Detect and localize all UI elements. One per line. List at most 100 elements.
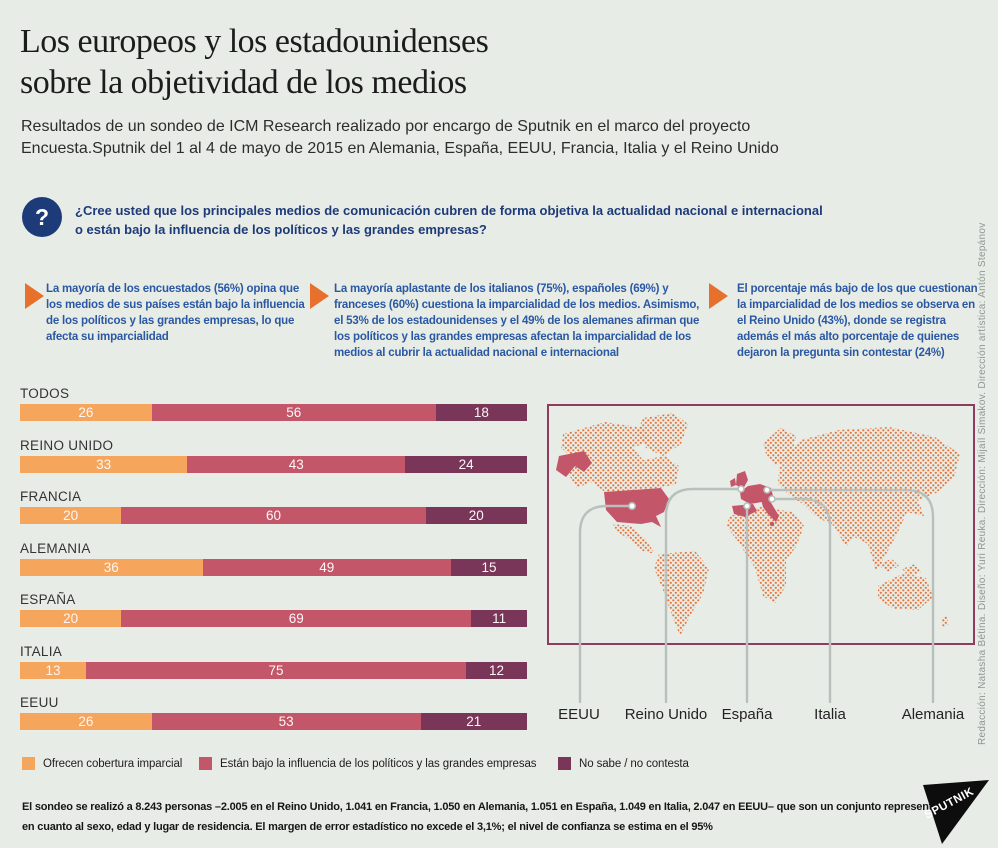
bar-segment: 26: [20, 404, 152, 421]
category-label: REINO UNIDO: [20, 438, 114, 453]
legend-item-imparcial: Ofrecen cobertura imparcial: [22, 757, 182, 770]
callout-dot-usa: [628, 502, 637, 511]
category-label: ITALIA: [20, 644, 63, 659]
legend-item-nosabe: No sabe / no contesta: [558, 757, 689, 770]
map-north-america: [561, 422, 679, 492]
highlight-text-1: La mayoría de los encuestados (56%) opin…: [46, 283, 305, 344]
chart-row: ITALIA 13 75 12: [20, 644, 527, 679]
bar-segment: 69: [121, 610, 472, 627]
map-se-asia: [877, 559, 899, 572]
bar-segment: 33: [20, 456, 188, 473]
page-title-line1: Los europeos y los estadounidenses: [20, 23, 489, 60]
category-label: TODOS: [20, 386, 70, 401]
map-frame: [547, 404, 975, 645]
map-central-america: [613, 524, 655, 554]
map-callout-lines: [578, 485, 935, 704]
arrow-right-icon: [709, 283, 728, 309]
highlight-text-2: La mayoría aplastante de los italianos (…: [334, 283, 700, 360]
callout-alemania: [765, 488, 935, 704]
map-label-españa: España: [721, 706, 773, 723]
map-greenland: [637, 413, 688, 456]
map-indonesia: [902, 564, 921, 576]
callout-dot-uk: [737, 485, 745, 493]
bar-segment: 20: [20, 507, 122, 524]
bar-segment: 11: [471, 610, 527, 627]
callout-dot-italy: [768, 495, 776, 503]
stacked-bar: 36 49 15: [20, 559, 527, 576]
map-new-zealand: [941, 615, 949, 628]
page-title: Los europeos y los estadounidenses sobre…: [20, 22, 489, 104]
arrow-right-icon: [25, 283, 44, 309]
bar-segment: 15: [450, 559, 527, 576]
bar-segment: 21: [420, 713, 527, 730]
map-label-eeuu: EEUU: [558, 706, 600, 723]
legend-swatch-plum: [558, 757, 571, 770]
callout-dot-spain: [743, 502, 751, 510]
map-uk: [736, 471, 748, 489]
bar-segment: 20: [20, 610, 122, 627]
bar-segment: 26: [20, 713, 152, 730]
arrow-right-icon: [310, 283, 329, 309]
chart-row: REINO UNIDO 33 43 24: [20, 438, 527, 473]
legend-label: Ofrecen cobertura imparcial: [43, 757, 183, 770]
map-spain: [732, 504, 757, 517]
legend-swatch-orange: [22, 757, 35, 770]
callout-eeuu: [578, 504, 634, 704]
world-map: [547, 404, 975, 704]
chart-row: FRANCIA 20 60 20: [20, 489, 527, 524]
subtitle: Resultados de un sondeo de ICM Research …: [21, 118, 779, 158]
map-ireland: [730, 478, 736, 487]
bar-segment: 12: [466, 662, 527, 679]
stacked-bar: 33 43 24: [20, 456, 527, 473]
map-highlighted-countries: [556, 451, 779, 527]
credits-vertical-text: Redacción: Natasha Bétina. Diseño: Yuri …: [977, 222, 988, 745]
chart-row: ESPAÑA 20 69 11: [20, 592, 527, 627]
logo-triangle: [923, 780, 989, 844]
chart-row: ALEMANIA 36 49 15: [20, 541, 527, 576]
bar-segment: 24: [405, 456, 527, 473]
bar-segment: 53: [151, 713, 421, 730]
callout-dot-germany: [763, 486, 771, 494]
callout-italia: [770, 497, 832, 704]
legend-swatch-rose: [199, 757, 212, 770]
bar-segment: 20: [425, 507, 527, 524]
map-sicily: [769, 521, 775, 527]
methodology-note: El sondeo se realizó a 8.243 personas –2…: [22, 801, 957, 834]
chart-row: EEUU 26 53 21: [20, 695, 527, 730]
map-label-alemania: Alemania: [901, 706, 965, 723]
map-africa: [726, 507, 804, 603]
bar-segment: 18: [435, 404, 527, 421]
category-label: ALEMANIA: [20, 541, 91, 556]
highlight-text-3: El porcentaje más bajo de los que cuesti…: [737, 283, 978, 360]
stacked-bar: 26 53 21: [20, 713, 527, 730]
callout-reino-unido: [664, 487, 743, 704]
map-asia: [778, 427, 960, 572]
page-title-line2: sobre la objetividad de los medios: [20, 63, 467, 101]
bar-segment: 13: [20, 662, 86, 679]
map-south-america: [654, 551, 709, 636]
stacked-bar-chart: TODOS 26 56 18 REINO UNIDO 33 43 24 FRANCIA 20 60 2…: [20, 386, 540, 746]
bar-segment: 60: [121, 507, 426, 524]
bar-segment: 36: [20, 559, 203, 576]
map-alaska: [556, 451, 592, 477]
legend-item-influencia: Están bajo la influencia de los político…: [199, 757, 537, 770]
map-australia: [878, 573, 933, 610]
stacked-bar: 20 69 11: [20, 610, 527, 627]
stacked-bar: 20 60 20: [20, 507, 527, 524]
question-text: ¿Cree usted que los principales medios d…: [75, 203, 823, 237]
bar-segment: 75: [85, 662, 467, 679]
stacked-bar: 13 75 12: [20, 662, 527, 679]
category-label: ESPAÑA: [20, 592, 76, 607]
legend-label: Están bajo la influencia de los político…: [220, 757, 537, 770]
category-label: EEUU: [20, 695, 59, 710]
bar-segment: 43: [187, 456, 406, 473]
map-label-italia: Italia: [814, 706, 846, 723]
bar-segment: 49: [202, 559, 451, 576]
question-mark-icon: ?: [22, 197, 62, 237]
sputnik-logo: SPUTNIK: [923, 780, 989, 844]
stacked-bar: 26 56 18: [20, 404, 527, 421]
map-japan: [943, 460, 953, 478]
bar-segment: 56: [151, 404, 436, 421]
map-italy: [761, 498, 779, 522]
